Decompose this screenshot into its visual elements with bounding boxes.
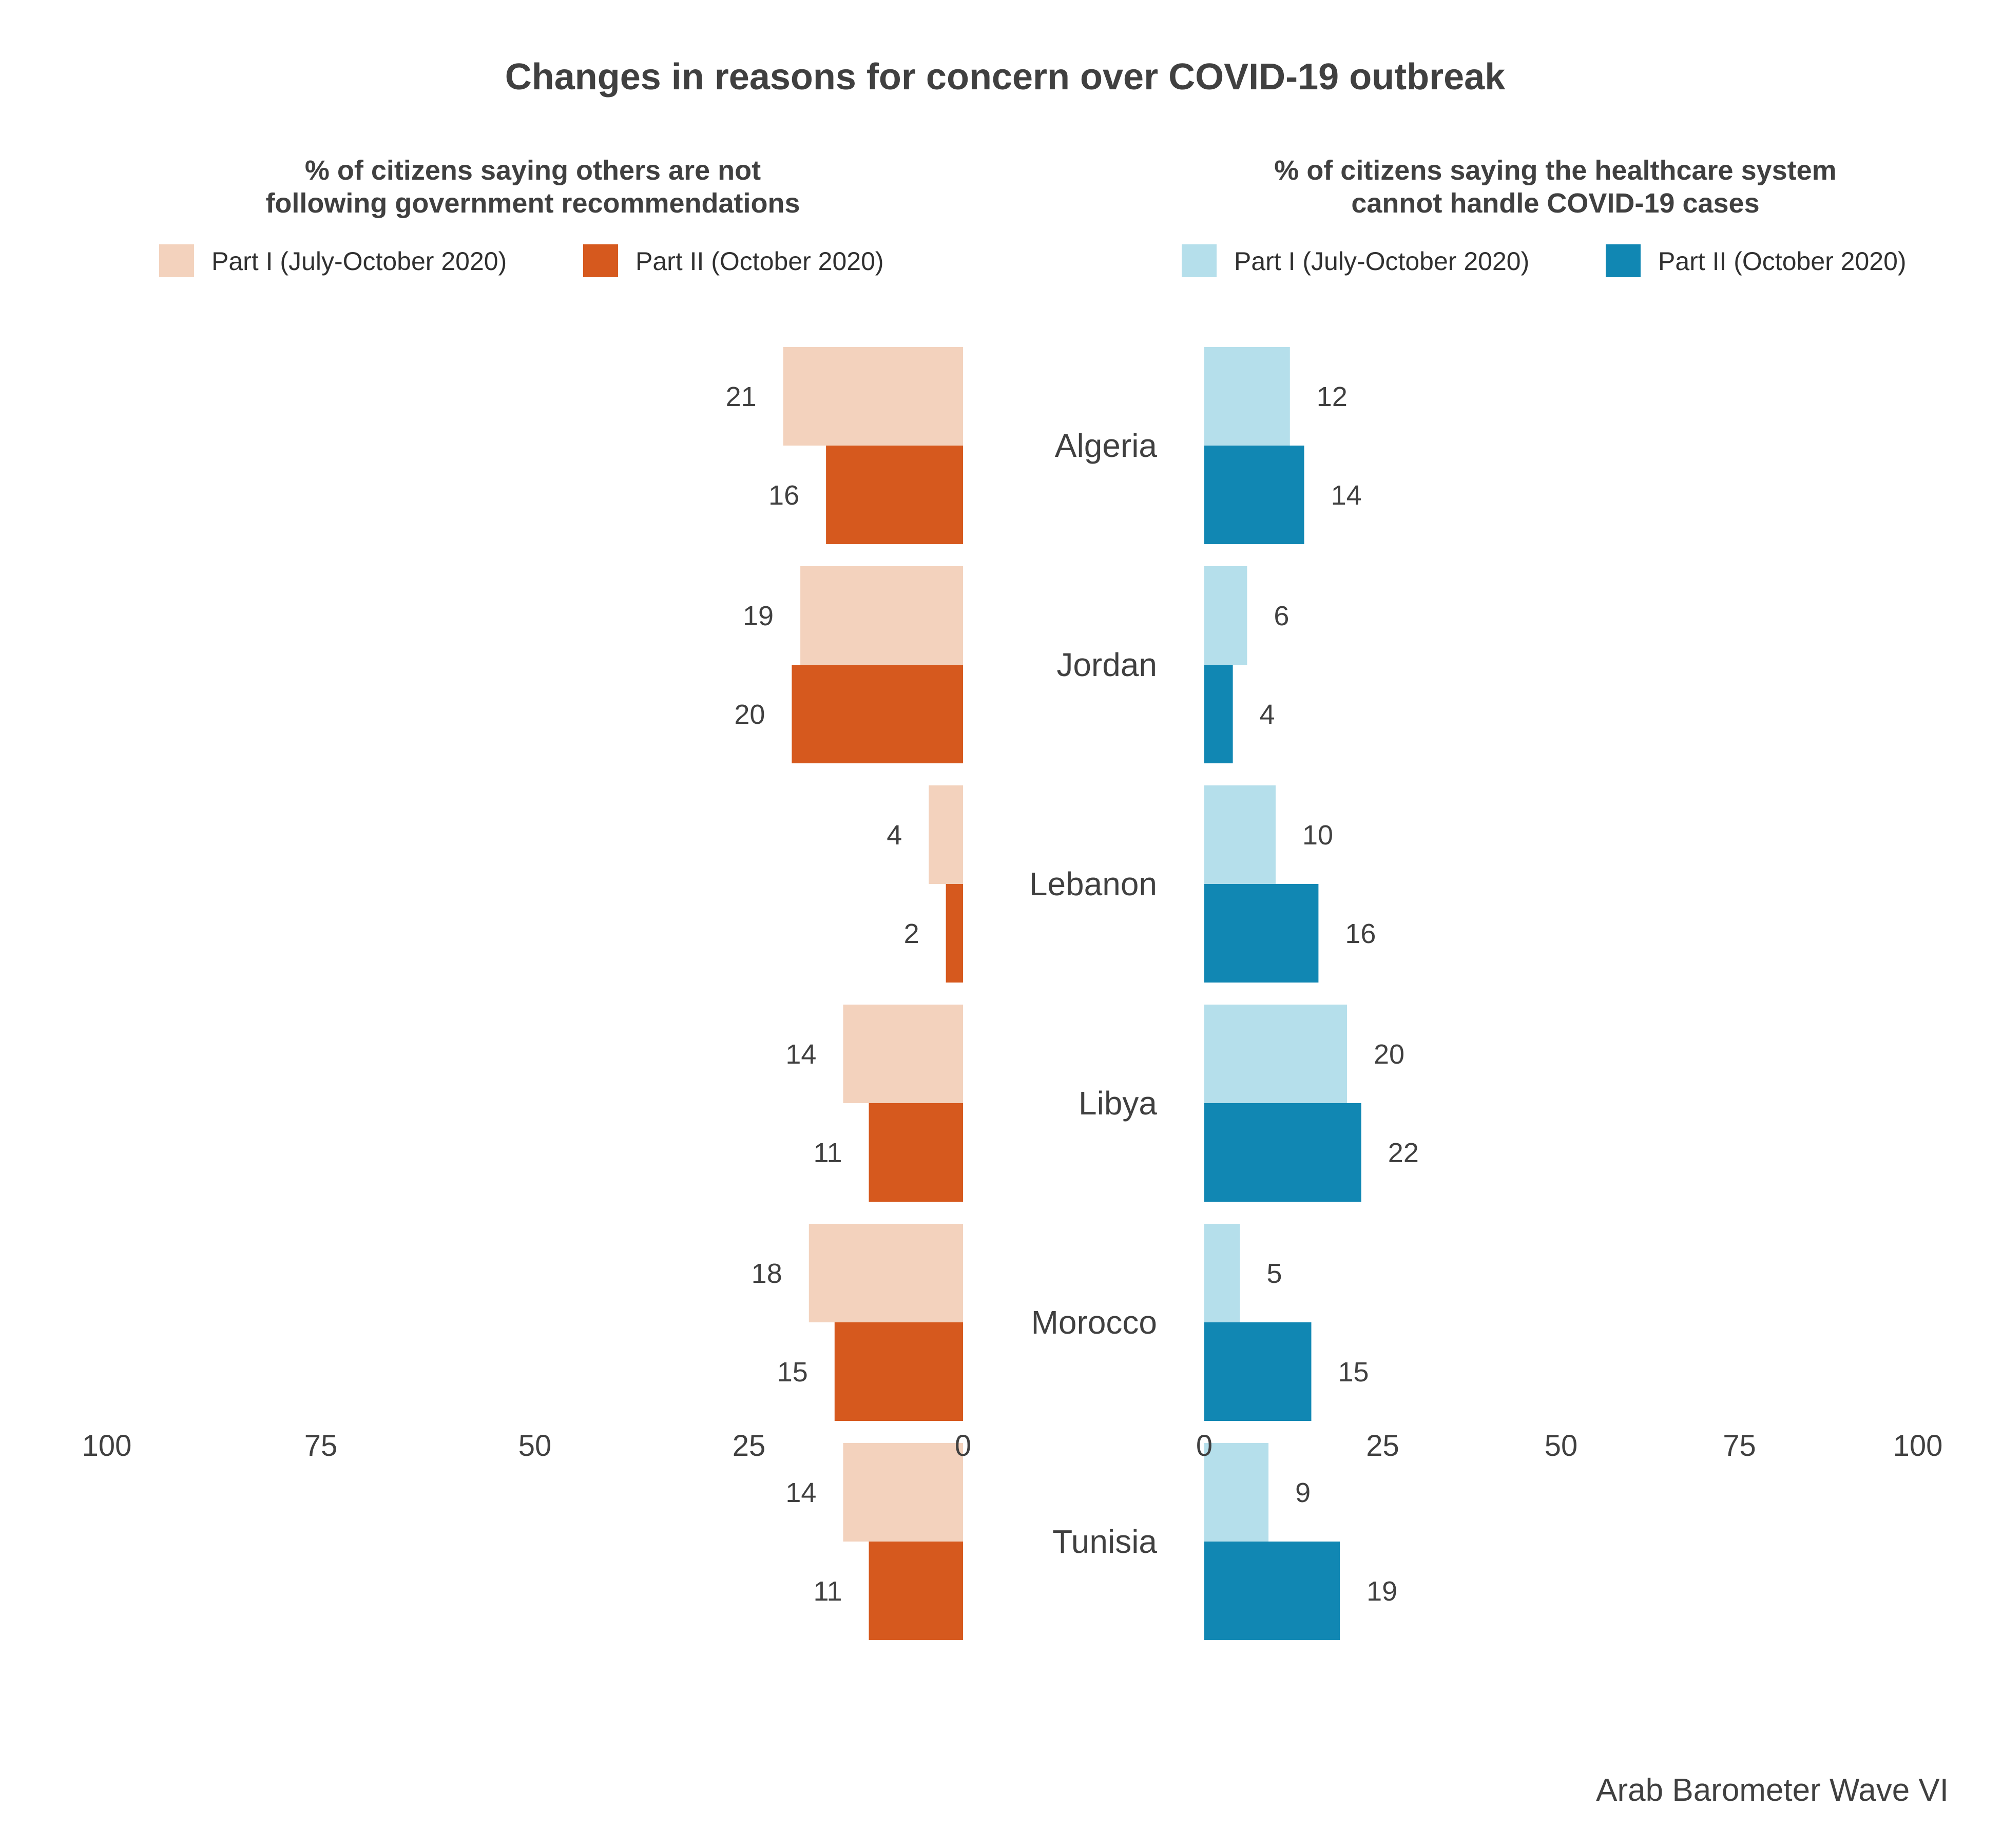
left-value-label-morocco-part1: 18 (752, 1258, 782, 1289)
left-bar-algeria-part2 (826, 446, 963, 544)
chart-caption: Arab Barometer Wave VI (1596, 1773, 1949, 1808)
left-value-label-jordan-part1: 19 (743, 601, 774, 631)
left-bar-tunisia-part1 (843, 1443, 963, 1542)
left-legend: Part I (July-October 2020) Part II (Octo… (159, 244, 884, 277)
country-label-jordan: Jordan (1056, 646, 1157, 683)
left-legend-swatch-part2 (583, 244, 618, 277)
left-value-label-tunisia-part1: 14 (785, 1477, 816, 1508)
right-value-label-morocco-part2: 15 (1338, 1357, 1369, 1388)
left-value-label-jordan-part2: 20 (734, 699, 765, 730)
right-value-label-libya-part1: 20 (1374, 1039, 1404, 1070)
right-bar-algeria-part1 (1204, 347, 1290, 446)
right-bar-morocco-part2 (1204, 1322, 1312, 1421)
country-label-lebanon: Lebanon (1029, 865, 1157, 902)
left-legend-label-part1: Part I (July-October 2020) (211, 247, 507, 276)
left-tick-label: 75 (304, 1429, 338, 1462)
right-bar-lebanon-part2 (1204, 884, 1319, 983)
left-value-label-algeria-part1: 21 (726, 381, 757, 412)
right-bar-jordan-part2 (1204, 665, 1233, 763)
left-value-label-libya-part2: 11 (813, 1138, 842, 1168)
right-value-label-algeria-part1: 12 (1317, 381, 1348, 412)
right-bars: 12 14 6 4 10 16 20 22 5 15 9 19 (1204, 347, 1419, 1640)
right-legend-label-part1: Part I (July-October 2020) (1234, 247, 1529, 276)
left-bar-morocco-part1 (808, 1224, 963, 1322)
left-subtitle-line-2: following government recommendations (265, 188, 800, 219)
left-value-label-tunisia-part2: 11 (813, 1576, 842, 1607)
left-value-label-libya-part1: 14 (785, 1039, 816, 1070)
left-subtitle-line-1: % of citizens saying others are not (305, 155, 761, 186)
right-legend-label-part2: Part II (October 2020) (1658, 247, 1907, 276)
right-legend-swatch-part1 (1182, 244, 1217, 277)
country-label-tunisia: Tunisia (1052, 1523, 1157, 1560)
left-bar-libya-part1 (843, 1005, 963, 1103)
right-bar-libya-part1 (1204, 1005, 1347, 1103)
right-value-label-morocco-part1: 5 (1267, 1258, 1282, 1289)
left-bar-lebanon-part1 (929, 785, 963, 884)
right-value-label-lebanon-part1: 10 (1302, 820, 1333, 851)
left-bar-jordan-part1 (800, 566, 963, 665)
right-value-label-tunisia-part1: 9 (1295, 1477, 1311, 1508)
left-tick-label: 50 (518, 1429, 552, 1462)
right-subtitle-line-1: % of citizens saying the healthcare syst… (1274, 155, 1836, 186)
left-bar-algeria-part1 (783, 347, 963, 446)
right-tick-label: 100 (1893, 1429, 1943, 1462)
country-labels: Algeria Jordan Lebanon Libya Morocco Tunisia (1029, 427, 1158, 1560)
right-value-label-jordan-part1: 6 (1274, 601, 1289, 631)
left-bars: 21 16 19 20 4 2 14 11 18 15 14 11 (726, 347, 963, 1640)
left-tick-label: 0 (955, 1429, 971, 1462)
left-tick-label: 100 (82, 1429, 132, 1462)
right-bar-morocco-part1 (1204, 1224, 1240, 1322)
left-value-label-lebanon-part1: 4 (887, 820, 902, 851)
country-label-libya: Libya (1079, 1085, 1157, 1122)
country-label-morocco: Morocco (1031, 1304, 1157, 1341)
right-value-label-libya-part2: 22 (1388, 1138, 1419, 1168)
right-bar-libya-part2 (1204, 1103, 1361, 1202)
left-value-label-morocco-part2: 15 (777, 1357, 808, 1388)
left-value-label-lebanon-part2: 2 (904, 918, 919, 949)
right-axis-ticks: 0 25 50 75 100 (1196, 1429, 1943, 1462)
left-bar-libya-part2 (869, 1103, 963, 1202)
right-value-label-algeria-part2: 14 (1331, 480, 1362, 511)
left-bar-jordan-part2 (792, 665, 963, 763)
right-tick-label: 75 (1723, 1429, 1756, 1462)
right-bar-lebanon-part1 (1204, 785, 1276, 884)
left-tick-label: 25 (733, 1429, 766, 1462)
right-value-label-jordan-part2: 4 (1260, 699, 1275, 730)
left-bar-lebanon-part2 (946, 884, 963, 983)
left-legend-label-part2: Part II (October 2020) (636, 247, 884, 276)
country-label-algeria: Algeria (1055, 427, 1158, 464)
right-legend: Part I (July-October 2020) Part II (Octo… (1182, 244, 1907, 277)
right-bar-algeria-part2 (1204, 446, 1304, 544)
left-bar-tunisia-part2 (869, 1542, 963, 1640)
right-bar-tunisia-part1 (1204, 1443, 1269, 1542)
left-value-label-algeria-part2: 16 (768, 480, 799, 511)
right-value-label-tunisia-part2: 19 (1366, 1576, 1397, 1607)
right-tick-label: 0 (1196, 1429, 1212, 1462)
right-tick-label: 50 (1545, 1429, 1578, 1462)
right-bar-jordan-part1 (1204, 566, 1247, 665)
left-bar-morocco-part2 (834, 1322, 963, 1421)
right-bar-tunisia-part2 (1204, 1542, 1340, 1640)
left-legend-swatch-part1 (159, 244, 194, 277)
chart-title: Changes in reasons for concern over COVI… (505, 56, 1506, 98)
right-legend-swatch-part2 (1606, 244, 1641, 277)
right-tick-label: 25 (1366, 1429, 1399, 1462)
left-axis-ticks: 100 75 50 25 0 (82, 1429, 972, 1462)
right-subtitle-line-2: cannot handle COVID-19 cases (1351, 188, 1759, 219)
right-value-label-lebanon-part2: 16 (1345, 918, 1376, 949)
